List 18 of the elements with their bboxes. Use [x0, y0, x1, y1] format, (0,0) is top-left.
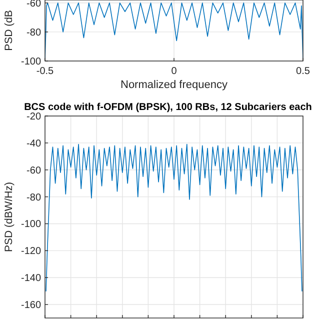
y-tick-label: -100: [20, 219, 42, 230]
chart-title: BCS code with f-OFDM (BPSK), 100 RBs, 12 Subcariers each: [24, 102, 312, 113]
y-axis-title: PSD (dBW/Hz): [3, 182, 15, 252]
y-tick-label: -140: [20, 273, 42, 284]
y-tick-label: -120: [20, 246, 42, 258]
x-tick-label: 0.5: [296, 66, 310, 77]
line-series: [46, 144, 302, 292]
y-axis-title: PSD (dB: [3, 10, 15, 51]
y-tick-label: -80: [26, 192, 42, 204]
y-tick-label: -100: [20, 56, 42, 68]
x-tick-label: -0.5: [36, 66, 54, 77]
y-tick-label: -160: [20, 300, 42, 312]
y-tick-label: -40: [26, 138, 42, 150]
y-tick-label: -60: [26, 165, 42, 176]
x-axis-title: Normalized frequency: [120, 79, 228, 91]
y-tick-label: -20: [26, 112, 42, 122]
y-tick-label: -80: [26, 27, 42, 38]
x-tick-label: 0: [171, 66, 178, 77]
